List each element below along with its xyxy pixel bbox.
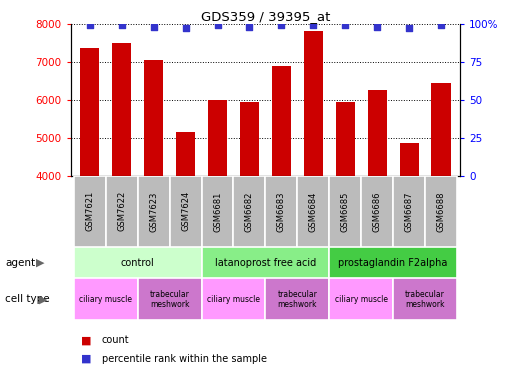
Bar	[425, 176, 457, 247]
Text: GSM7624: GSM7624	[181, 191, 190, 231]
Point	[86, 22, 94, 28]
Text: GSM7622: GSM7622	[117, 191, 126, 231]
Bar	[201, 278, 266, 320]
Text: trabecular
meshwork: trabecular meshwork	[405, 290, 445, 309]
Bar	[74, 247, 201, 278]
Text: ciliary muscle: ciliary muscle	[207, 295, 260, 304]
Text: ciliary muscle: ciliary muscle	[79, 295, 132, 304]
Bar	[304, 31, 323, 176]
Title: GDS359 / 39395_at: GDS359 / 39395_at	[201, 10, 330, 23]
Bar	[336, 102, 355, 176]
Point	[245, 24, 254, 30]
Text: agent: agent	[5, 258, 36, 268]
Point	[341, 22, 349, 28]
Bar	[144, 60, 163, 176]
Point	[277, 22, 286, 28]
Text: trabecular
meshwork: trabecular meshwork	[150, 290, 189, 309]
Text: ▶: ▶	[39, 294, 47, 304]
Point	[118, 22, 126, 28]
Bar	[233, 176, 266, 247]
Bar	[80, 48, 99, 176]
Point	[405, 25, 413, 31]
Text: GSM6686: GSM6686	[373, 191, 382, 232]
Text: prostaglandin F2alpha: prostaglandin F2alpha	[338, 258, 448, 268]
Point	[437, 22, 445, 28]
Bar	[240, 102, 259, 176]
Text: trabecular
meshwork: trabecular meshwork	[277, 290, 317, 309]
Text: ■: ■	[81, 354, 92, 364]
Point	[309, 22, 317, 28]
Text: GSM6688: GSM6688	[437, 191, 446, 232]
Text: GSM6682: GSM6682	[245, 191, 254, 232]
Bar	[201, 247, 329, 278]
Bar	[368, 90, 387, 176]
Text: percentile rank within the sample: percentile rank within the sample	[102, 354, 267, 364]
Bar	[329, 278, 393, 320]
Text: GSM6687: GSM6687	[405, 191, 414, 232]
Bar	[266, 278, 329, 320]
Text: ▶: ▶	[36, 258, 44, 268]
Bar	[272, 66, 291, 176]
Bar	[176, 132, 195, 176]
Bar	[138, 176, 169, 247]
Text: ■: ■	[81, 335, 92, 346]
Bar	[329, 247, 457, 278]
Bar	[393, 278, 457, 320]
Text: GSM6685: GSM6685	[341, 191, 350, 232]
Bar	[74, 176, 106, 247]
Bar	[298, 176, 329, 247]
Bar	[393, 176, 425, 247]
Point	[373, 24, 381, 30]
Text: ciliary muscle: ciliary muscle	[335, 295, 388, 304]
Text: latanoprost free acid: latanoprost free acid	[215, 258, 316, 268]
Text: GSM7621: GSM7621	[85, 191, 94, 231]
Bar	[74, 278, 138, 320]
Text: cell type: cell type	[5, 294, 50, 304]
Point	[213, 22, 222, 28]
Text: GSM6684: GSM6684	[309, 191, 318, 232]
Bar	[201, 176, 233, 247]
Point	[181, 25, 190, 31]
Text: control: control	[121, 258, 155, 268]
Bar	[112, 43, 131, 176]
Text: GSM6683: GSM6683	[277, 191, 286, 232]
Point	[150, 24, 158, 30]
Bar	[266, 176, 298, 247]
Text: count: count	[102, 335, 130, 346]
Bar	[329, 176, 361, 247]
Bar	[138, 278, 201, 320]
Text: GSM7623: GSM7623	[149, 191, 158, 232]
Bar	[169, 176, 201, 247]
Bar	[400, 143, 419, 176]
Bar	[208, 100, 227, 176]
Bar	[361, 176, 393, 247]
Bar	[431, 83, 451, 176]
Bar	[106, 176, 138, 247]
Text: GSM6681: GSM6681	[213, 191, 222, 232]
